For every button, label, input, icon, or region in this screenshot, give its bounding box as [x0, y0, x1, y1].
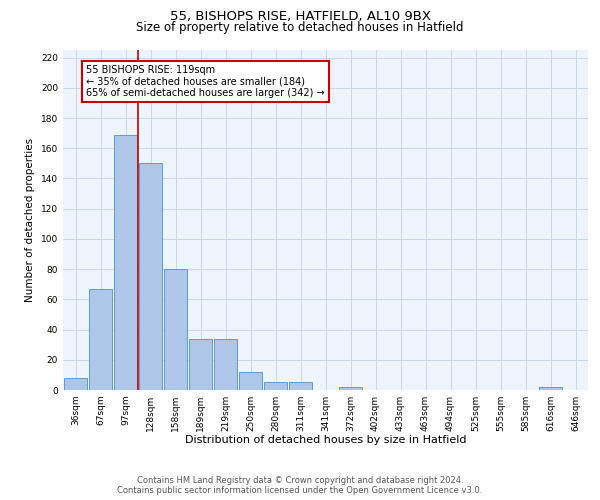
Text: Size of property relative to detached houses in Hatfield: Size of property relative to detached ho…: [136, 21, 464, 34]
Text: Contains HM Land Registry data © Crown copyright and database right 2024.
Contai: Contains HM Land Registry data © Crown c…: [118, 476, 482, 495]
X-axis label: Distribution of detached houses by size in Hatfield: Distribution of detached houses by size …: [185, 436, 466, 446]
Bar: [214, 338, 238, 390]
Bar: [188, 338, 212, 390]
Text: 55, BISHOPS RISE, HATFIELD, AL10 9BX: 55, BISHOPS RISE, HATFIELD, AL10 9BX: [170, 10, 431, 23]
Text: 55 BISHOPS RISE: 119sqm
← 35% of detached houses are smaller (184)
65% of semi-d: 55 BISHOPS RISE: 119sqm ← 35% of detache…: [86, 65, 325, 98]
Bar: [263, 382, 287, 390]
Bar: [338, 387, 362, 390]
Bar: [239, 372, 262, 390]
Bar: [164, 269, 187, 390]
Bar: [139, 164, 163, 390]
Bar: [113, 134, 137, 390]
Bar: [289, 382, 313, 390]
Bar: [89, 289, 112, 390]
Y-axis label: Number of detached properties: Number of detached properties: [25, 138, 35, 302]
Bar: [539, 387, 562, 390]
Bar: [64, 378, 88, 390]
